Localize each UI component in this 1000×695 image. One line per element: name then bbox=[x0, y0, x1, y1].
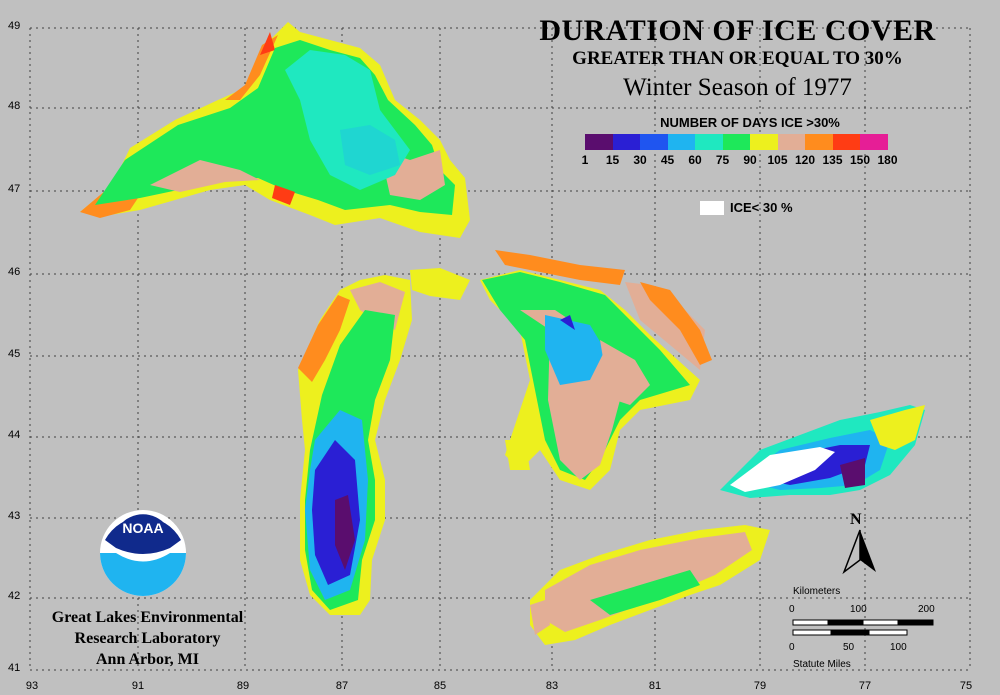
legend-swatch bbox=[777, 134, 805, 150]
lat-label: 46 bbox=[8, 266, 21, 278]
lat-label: 49 bbox=[8, 20, 21, 32]
legend-label: 135 bbox=[822, 153, 843, 167]
legend-label: 150 bbox=[849, 153, 871, 167]
north-label: N bbox=[850, 511, 862, 528]
legend-swatch bbox=[805, 134, 833, 150]
map-title: DURATION OF ICE COVER bbox=[539, 14, 936, 47]
legend-label: 120 bbox=[794, 153, 816, 167]
lon-label: 87 bbox=[335, 680, 349, 692]
legend-color-bar bbox=[585, 134, 888, 150]
noaa-logo bbox=[100, 510, 186, 596]
legend-swatch bbox=[695, 134, 723, 150]
legend-label: 45 bbox=[660, 153, 675, 167]
legend-label: 75 bbox=[715, 153, 730, 167]
mi-tick: 50 bbox=[843, 642, 855, 653]
lon-label: 75 bbox=[959, 680, 973, 692]
map-subtitle: GREATER THAN OR EQUAL TO 30% bbox=[572, 48, 903, 69]
km-tick: 0 bbox=[789, 604, 795, 615]
mi-tick: 100 bbox=[890, 642, 907, 653]
legend-swatch bbox=[860, 134, 888, 150]
km-label: Kilometers bbox=[793, 586, 841, 597]
lat-label: 47 bbox=[8, 183, 21, 195]
lat-label: 48 bbox=[8, 100, 21, 112]
ice-legend-swatch bbox=[700, 201, 724, 215]
lon-label: 89 bbox=[236, 680, 250, 692]
km-tick: 200 bbox=[918, 604, 935, 615]
lake-ontario bbox=[720, 405, 925, 498]
legend-swatch bbox=[832, 134, 860, 150]
lat-label: 44 bbox=[8, 429, 21, 441]
legend-labels: 1 15 30 45 60 75 90 105 120 135 150 180 bbox=[575, 153, 935, 169]
legend-label: 1 bbox=[581, 153, 589, 167]
lon-label: 79 bbox=[753, 680, 767, 692]
org-line-3: Ann Arbor, MI bbox=[96, 651, 199, 668]
org-line-2: Research Laboratory bbox=[74, 630, 221, 647]
legend-swatch bbox=[612, 134, 640, 150]
lake-superior bbox=[80, 22, 470, 238]
legend-label: 15 bbox=[605, 153, 620, 167]
legend-label: 30 bbox=[633, 153, 647, 167]
legend-label: 60 bbox=[688, 153, 702, 167]
km-tick: 100 bbox=[850, 604, 867, 615]
lon-label: 91 bbox=[131, 680, 145, 692]
org-line-1: Great Lakes Environmental bbox=[51, 609, 244, 626]
legend-swatch bbox=[750, 134, 778, 150]
legend-swatch bbox=[585, 134, 613, 150]
lon-label: 93 bbox=[25, 680, 39, 692]
legend-swatch bbox=[722, 134, 750, 150]
lake-michigan bbox=[298, 275, 412, 615]
mi-label: Statute Miles bbox=[793, 659, 851, 670]
season-title: Winter Season of 1977 bbox=[623, 74, 852, 101]
lon-label: 81 bbox=[648, 680, 662, 692]
lat-label: 42 bbox=[8, 590, 21, 602]
mi-tick: 0 bbox=[789, 642, 795, 653]
legend-swatch bbox=[640, 134, 668, 150]
legend-title: NUMBER OF DAYS ICE >30% bbox=[660, 115, 840, 130]
legend-label: 180 bbox=[877, 153, 898, 167]
north-arrow bbox=[842, 529, 876, 575]
legend-label: 90 bbox=[743, 153, 757, 167]
legend-swatch bbox=[667, 134, 695, 150]
lat-label: 41 bbox=[8, 662, 21, 674]
lake-huron bbox=[410, 250, 712, 490]
ice-legend-label: ICE< 30 % bbox=[730, 200, 793, 215]
lon-label: 83 bbox=[545, 680, 559, 692]
scale-bar bbox=[792, 619, 934, 636]
lat-label: 43 bbox=[8, 510, 21, 522]
legend-label: 105 bbox=[767, 153, 788, 167]
lat-label: 45 bbox=[8, 348, 21, 360]
lon-label: 85 bbox=[433, 680, 447, 692]
lon-label: 77 bbox=[858, 680, 872, 692]
noaa-logo-text: NOAA bbox=[122, 520, 164, 536]
lake-erie bbox=[530, 525, 770, 645]
